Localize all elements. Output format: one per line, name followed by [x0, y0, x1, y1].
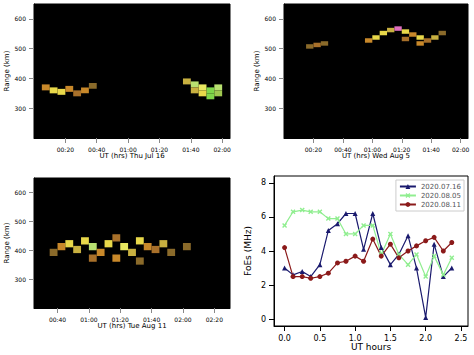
- svg-text:01:20: 01:20: [151, 146, 168, 153]
- svg-text:FoEs (MHz): FoEs (MHz): [243, 226, 253, 276]
- svg-text:500: 500: [15, 45, 27, 52]
- svg-text:UT hours: UT hours: [351, 342, 392, 352]
- svg-text:1.0: 1.0: [349, 334, 362, 343]
- svg-text:300: 300: [15, 105, 27, 112]
- svg-text:01:00: 01:00: [119, 146, 136, 153]
- svg-text:01:40: 01:40: [423, 146, 440, 153]
- svg-text:UT (hrs) Tue Aug 11: UT (hrs) Tue Aug 11: [97, 322, 166, 330]
- svg-text:600: 600: [15, 15, 27, 22]
- svg-text:6: 6: [261, 212, 266, 221]
- svg-text:2020.07.16: 2020.07.16: [421, 183, 462, 191]
- svg-text:500: 500: [265, 45, 277, 52]
- svg-text:Range (km): Range (km): [3, 222, 11, 263]
- svg-text:01:40: 01:40: [182, 146, 199, 153]
- svg-text:02:00: 02:00: [452, 146, 469, 153]
- svg-text:400: 400: [15, 75, 27, 82]
- svg-text:00:20: 00:20: [305, 146, 322, 153]
- svg-text:2020.08.05: 2020.08.05: [421, 192, 461, 200]
- svg-text:02:20: 02:20: [206, 316, 223, 323]
- svg-text:00:40: 00:40: [49, 316, 66, 323]
- svg-text:8: 8: [261, 178, 266, 187]
- svg-text:Range (km): Range (km): [3, 50, 11, 91]
- svg-text:01:00: 01:00: [364, 146, 381, 153]
- svg-text:0.5: 0.5: [313, 334, 326, 343]
- svg-text:00:20: 00:20: [57, 146, 74, 153]
- svg-text:300: 300: [15, 276, 27, 283]
- svg-text:01:00: 01:00: [80, 316, 97, 323]
- svg-text:02:00: 02:00: [174, 316, 191, 323]
- svg-text:500: 500: [15, 218, 27, 225]
- svg-text:2.0: 2.0: [419, 334, 432, 343]
- svg-text:600: 600: [15, 189, 27, 196]
- svg-text:00:40: 00:40: [334, 146, 351, 153]
- svg-text:01:20: 01:20: [393, 146, 410, 153]
- svg-text:2.5: 2.5: [455, 334, 468, 343]
- svg-text:01:20: 01:20: [112, 316, 129, 323]
- svg-text:400: 400: [15, 247, 27, 254]
- svg-text:1.5: 1.5: [384, 334, 397, 343]
- svg-text:300: 300: [265, 105, 277, 112]
- svg-text:600: 600: [265, 15, 277, 22]
- svg-text:00:40: 00:40: [88, 146, 105, 153]
- svg-text:0: 0: [261, 315, 266, 324]
- svg-text:UT (hrs) Thu Jul 16: UT (hrs) Thu Jul 16: [99, 152, 165, 160]
- svg-text:02:00: 02:00: [214, 146, 231, 153]
- svg-text:2: 2: [261, 281, 266, 290]
- svg-text:Range (km): Range (km): [253, 50, 261, 91]
- svg-text:0.0: 0.0: [278, 334, 291, 343]
- svg-text:400: 400: [265, 75, 277, 82]
- svg-text:4: 4: [261, 247, 266, 256]
- svg-text:01:40: 01:40: [143, 316, 160, 323]
- svg-text:2020.08.11: 2020.08.11: [421, 201, 461, 209]
- svg-text:UT (hrs) Wed Aug 5: UT (hrs) Wed Aug 5: [342, 152, 410, 160]
